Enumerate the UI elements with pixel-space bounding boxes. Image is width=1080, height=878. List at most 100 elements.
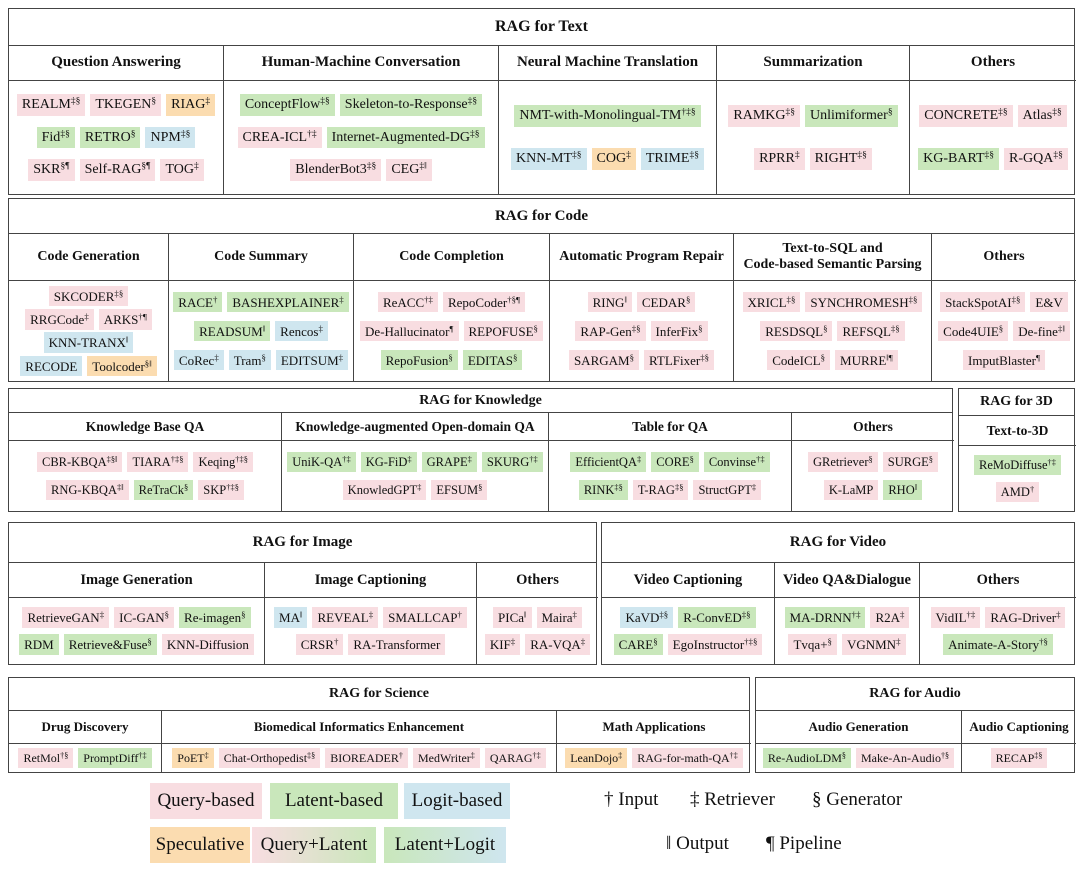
column-body: PoET‡ Chat-Orthopedist‡§ BIOREADER† MedWrit… xyxy=(162,744,556,772)
method-chip: CORE§ xyxy=(651,451,699,472)
method-name: RRGCode xyxy=(30,312,85,328)
method-name: ReACC xyxy=(382,294,425,310)
legend-mark: § Generator xyxy=(812,789,902,811)
method-name: SKP xyxy=(203,483,227,498)
method-chip: SARGAM§ xyxy=(568,349,639,371)
method-marks: § xyxy=(998,323,1004,334)
method-name: SKCODER xyxy=(53,288,115,304)
method-marks: ‡§ xyxy=(857,150,867,161)
method-name: REVEAL xyxy=(317,609,369,625)
method-marks: ‡ xyxy=(896,637,901,648)
section-title: RAG for Science xyxy=(9,678,749,711)
method-chip: RepoCoder†§¶ xyxy=(442,291,526,313)
method-name: TKEGEN xyxy=(95,96,152,112)
method-chip: NMT-with-Monolingual-TM†‡§ xyxy=(514,104,701,127)
method-marks: §¶ xyxy=(141,161,151,172)
method-chip: UniK-QA†‡ xyxy=(287,451,356,472)
method-marks: § xyxy=(653,637,658,648)
column-body: KaVD‡§ R-ConvED‡§ CARE§ EgoInstructor†‡§ xyxy=(602,598,774,664)
column-body: RetMol†§ PromptDiff†‡ xyxy=(9,744,161,772)
method-chip: RECODE xyxy=(20,355,83,377)
method-name: T-RAG xyxy=(637,483,675,498)
mark-label: Input xyxy=(618,789,659,810)
method-marks: †‡ xyxy=(342,453,351,464)
method-chip: CONCRETE‡§ xyxy=(919,104,1013,127)
method-chip: AMD† xyxy=(995,482,1040,502)
method-name: CORE xyxy=(656,454,690,469)
method-name: Tvqa+ xyxy=(793,637,828,653)
column-header: Automatic Program Repair xyxy=(550,234,733,281)
method-name: TOG xyxy=(165,162,194,178)
method-name: RPRR xyxy=(759,151,795,167)
method-name: ReTraCk xyxy=(138,483,185,498)
method-marks: § xyxy=(147,637,152,648)
method-name: RIAG xyxy=(171,96,206,112)
method-marks: † xyxy=(398,751,403,761)
column: Others PICa‖ Maira‡ KIF‡ RA-VQA‡ xyxy=(476,563,598,664)
method-marks: ‡ xyxy=(572,609,577,620)
method-marks: †‡ xyxy=(1047,456,1057,467)
column-body: XRICL‡§ SYNCHROMESH‡§ RESDSQL§ REFSQL‡§ Code… xyxy=(734,281,931,381)
column-body: MA-DRNN†‡ R2A‡ Tvqa+§ VGNMN‡ xyxy=(775,598,919,664)
column-header: Code Generation xyxy=(9,234,168,281)
method-marks: ‡§ xyxy=(659,609,669,620)
method-name: CONCRETE xyxy=(924,107,999,123)
method-chip: SURGE§ xyxy=(882,451,938,472)
method-marks: ‡ xyxy=(467,453,472,464)
column: Code Generation SKCODER‡§ RRGCode‡ ARKS†¶ KN… xyxy=(9,234,168,381)
method-marks: †‡ xyxy=(424,294,433,305)
column-body: SKCODER‡§ RRGCode‡ ARKS†¶ KNN-TRANX‖ RECODE T… xyxy=(9,281,168,381)
method-name: KNN-Diffusion xyxy=(166,637,249,653)
method-name: RESDSQL xyxy=(765,323,824,339)
method-name: SURGE xyxy=(887,454,929,469)
method-name: Atlas xyxy=(1022,107,1053,123)
method-chip: CBR-KBQA‡§‖ xyxy=(37,451,123,472)
method-marks: § xyxy=(241,609,246,620)
method-name: Unlimiformer xyxy=(810,107,888,123)
mark-symbol: ‡ xyxy=(690,789,700,810)
method-name: REALM xyxy=(21,96,71,112)
method-marks: § xyxy=(689,453,694,464)
column: Human-Machine Conversation ConceptFlow‡§ S… xyxy=(223,46,498,194)
method-chip: KNN-Diffusion xyxy=(161,634,254,656)
column-header: Summarization xyxy=(717,46,909,81)
method-chip: RA-Transformer xyxy=(348,634,446,656)
column-header: Video Captioning xyxy=(602,563,774,598)
column-header: Drug Discovery xyxy=(9,711,161,744)
method-marks: ‡§ xyxy=(180,128,191,139)
method-name: RETRO xyxy=(84,129,131,145)
column: Biomedical Informatics Enhancement PoET‡ C… xyxy=(161,711,556,772)
method-name: RAP-Gen xyxy=(580,323,632,339)
method-marks: ‡ xyxy=(510,637,516,648)
column-header: Code Summary xyxy=(169,234,353,281)
section-title: RAG for Knowledge xyxy=(9,389,952,413)
method-chip: Atlas‡§ xyxy=(1017,104,1067,127)
method-chip: COG‡ xyxy=(591,148,636,171)
section-title: RAG for Code xyxy=(9,199,1074,234)
column-header: Math Applications xyxy=(557,711,751,744)
method-chip: ConceptFlow‡§ xyxy=(239,93,335,116)
method-marks: ‡§ xyxy=(114,288,124,299)
method-chip: CEG‡‖ xyxy=(386,159,432,182)
section-title: RAG for Video xyxy=(602,523,1074,563)
method-chip: RAP-Gen‡§ xyxy=(575,320,646,342)
method-name: Retrieve&Fuse xyxy=(68,637,148,653)
method-name: KnowledGPT xyxy=(347,483,418,498)
method-marks: ‡§ xyxy=(631,323,641,334)
method-marks: §¶ xyxy=(60,161,70,172)
method-name: IC-GAN xyxy=(119,609,165,625)
method-marks: ‡§ xyxy=(674,482,684,493)
column-body: NMT-with-Monolingual-TM†‡§ KNN-MT‡§ COG‡ TR… xyxy=(499,81,716,194)
method-marks: ‖ xyxy=(262,323,266,334)
column-body: RetrieveGAN‡ IC-GAN§ Re-imagen§ RDM Retrieve… xyxy=(9,598,264,664)
method-chip: PromptDiff†‡ xyxy=(78,748,152,768)
method-chip: Make-An-Audio†§ xyxy=(855,748,955,768)
method-marks: ‡§ xyxy=(785,107,796,118)
method-name: RA-VQA xyxy=(530,637,581,653)
method-name: RetMol xyxy=(23,751,61,766)
method-chip: SYNCHROMESH‡§ xyxy=(805,291,923,313)
method-chip: KaVD‡§ xyxy=(620,606,674,628)
method-name: Re-AudioLDM xyxy=(767,751,842,766)
method-marks: †‡ xyxy=(532,751,541,761)
method-name: Tram xyxy=(233,352,262,368)
